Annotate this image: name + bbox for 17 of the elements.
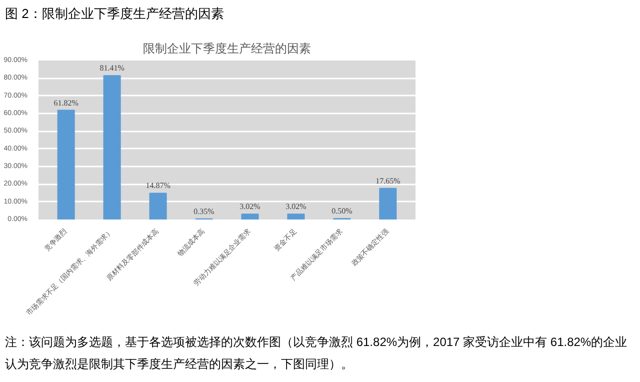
caption: 图 2：限制企业下季度生产经营的因素 <box>5 5 224 23</box>
bar <box>103 75 121 220</box>
data-label: 0.35% <box>194 206 215 216</box>
bar <box>149 192 167 220</box>
bar <box>241 214 259 220</box>
data-label: 0.50% <box>332 206 353 216</box>
text: 注：该问题为多选题，基于各选项被选择的次数作图（以竞争激烈 61.82%为例，2017 家受访企业中有 61.82%的企业认为竞争激烈是限制其下季度生产经营的因素之一，下图同理）。 <box>5 334 628 373</box>
data-label: 3.02% <box>240 202 261 212</box>
chart-title: 限制企业下季度生产经营的因素 <box>143 42 311 56</box>
data-label: 81.41% <box>100 64 125 73</box>
data-label: 61.82% <box>54 98 79 108</box>
data-label: 14.87% <box>146 181 171 190</box>
bar <box>57 110 75 220</box>
bar <box>379 188 397 220</box>
bar <box>287 214 305 220</box>
data-label: 3.02% <box>286 202 307 212</box>
data-label: 17.65% <box>376 176 401 186</box>
